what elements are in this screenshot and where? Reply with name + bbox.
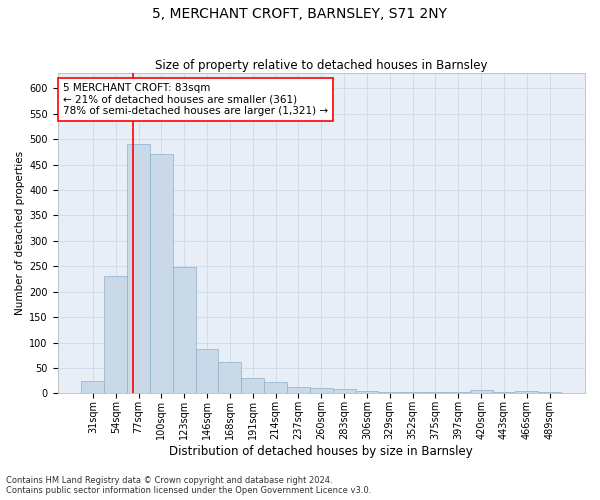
Bar bbox=[356, 391, 379, 394]
Bar bbox=[515, 391, 538, 394]
Bar bbox=[424, 392, 447, 394]
Bar bbox=[104, 276, 127, 394]
Bar bbox=[264, 382, 287, 394]
Bar bbox=[173, 268, 196, 394]
Bar bbox=[150, 154, 173, 394]
Y-axis label: Number of detached properties: Number of detached properties bbox=[15, 151, 25, 316]
Bar bbox=[241, 378, 264, 394]
Bar bbox=[196, 348, 218, 394]
X-axis label: Distribution of detached houses by size in Barnsley: Distribution of detached houses by size … bbox=[169, 444, 473, 458]
Bar bbox=[401, 392, 424, 394]
Bar bbox=[447, 392, 470, 394]
Text: 5, MERCHANT CROFT, BARNSLEY, S71 2NY: 5, MERCHANT CROFT, BARNSLEY, S71 2NY bbox=[152, 8, 448, 22]
Title: Size of property relative to detached houses in Barnsley: Size of property relative to detached ho… bbox=[155, 59, 488, 72]
Bar bbox=[379, 392, 401, 394]
Bar bbox=[287, 387, 310, 394]
Bar bbox=[470, 390, 493, 394]
Text: Contains HM Land Registry data © Crown copyright and database right 2024.
Contai: Contains HM Land Registry data © Crown c… bbox=[6, 476, 371, 495]
Bar bbox=[82, 380, 104, 394]
Bar bbox=[127, 144, 150, 394]
Bar bbox=[538, 392, 561, 394]
Bar bbox=[310, 388, 332, 394]
Bar bbox=[493, 392, 515, 394]
Bar bbox=[218, 362, 241, 394]
Text: 5 MERCHANT CROFT: 83sqm
← 21% of detached houses are smaller (361)
78% of semi-d: 5 MERCHANT CROFT: 83sqm ← 21% of detache… bbox=[63, 83, 328, 116]
Bar bbox=[332, 388, 356, 394]
